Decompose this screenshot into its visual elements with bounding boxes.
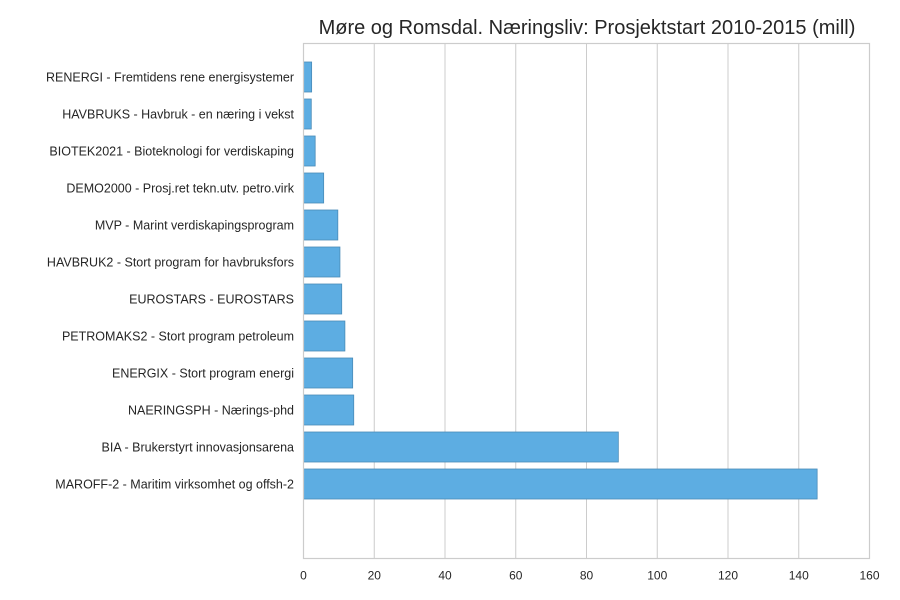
x-tick-label: 80 xyxy=(580,569,594,583)
category-label: HAVBRUK2 - Stort program for havbruksfor… xyxy=(47,256,294,270)
category-label: MVP - Marint verdiskapingsprogram xyxy=(95,219,294,233)
bar xyxy=(303,394,355,426)
x-tick-label: 60 xyxy=(509,569,523,583)
category-label: DEMO2000 - Prosj.ret tekn.utv. petro.vir… xyxy=(66,182,294,196)
bar xyxy=(303,283,343,315)
category-label: BIA - Brukerstyrt innovasjonsarena xyxy=(102,441,294,455)
bars xyxy=(303,61,818,500)
bar xyxy=(303,61,313,93)
bar xyxy=(303,320,346,352)
bar xyxy=(303,431,619,463)
x-tick-labels: 0 20 40 60 80 100 120 140 160 xyxy=(300,569,880,583)
bar xyxy=(303,209,339,241)
x-tick-label: 40 xyxy=(438,569,452,583)
category-label: ENERGIX - Stort program energi xyxy=(112,367,294,381)
plot-frame xyxy=(302,42,871,560)
x-tick-label: 140 xyxy=(789,569,809,583)
category-label: EUROSTARS - EUROSTARS xyxy=(129,293,294,307)
gridlines xyxy=(373,43,800,559)
category-label: RENERGI - Fremtidens rene energisystemer xyxy=(46,71,294,85)
x-tick-label: 0 xyxy=(300,569,307,583)
category-label: NAERINGSPH - Nærings-phd xyxy=(128,404,294,418)
chart-title: Møre og Romsdal. Næringsliv: Prosjektsta… xyxy=(319,17,856,39)
x-tick-label: 160 xyxy=(859,569,879,583)
bar xyxy=(303,357,354,389)
bar xyxy=(303,98,312,130)
bar xyxy=(303,246,341,278)
x-tick-label: 120 xyxy=(718,569,738,583)
bar xyxy=(303,135,316,167)
bar xyxy=(303,468,818,500)
category-label: BIOTEK2021 - Bioteknologi for verdiskapi… xyxy=(49,145,294,159)
bar xyxy=(303,172,325,204)
category-label: HAVBRUKS - Havbruk - en næring i vekst xyxy=(62,108,294,122)
x-tick-label: 100 xyxy=(647,569,667,583)
category-labels: RENERGI - Fremtidens rene energisystemer… xyxy=(46,71,295,492)
category-label: PETROMAKS2 - Stort program petroleum xyxy=(62,330,294,344)
category-label: MAROFF-2 - Maritim virksomhet og offsh-2 xyxy=(55,478,294,492)
x-tick-label: 20 xyxy=(368,569,382,583)
